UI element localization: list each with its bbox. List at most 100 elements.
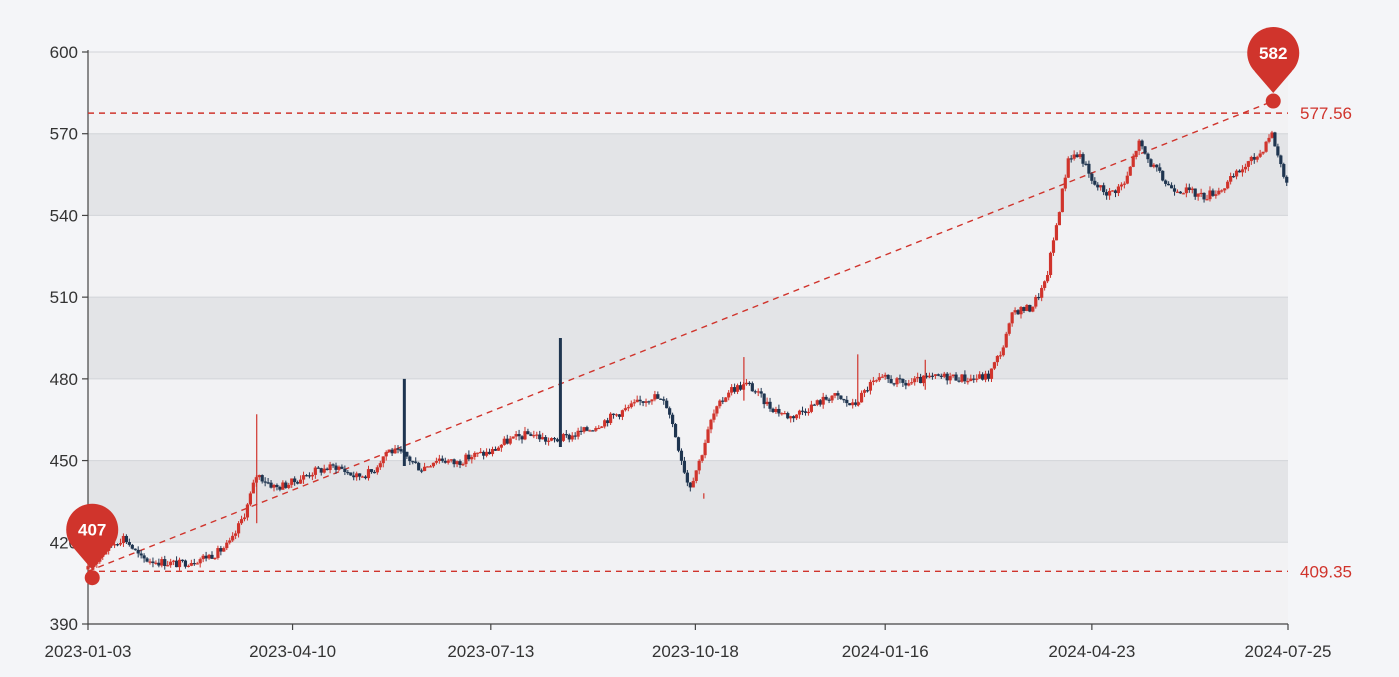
candle-body [653, 394, 657, 400]
candle-body [269, 482, 273, 488]
candle-body [390, 449, 394, 454]
x-tick-label: 2023-01-03 [45, 642, 132, 661]
candle-body [142, 555, 146, 559]
candle-body [195, 563, 199, 565]
candle-body [995, 356, 999, 363]
candle-body [236, 523, 241, 534]
candle-body [1107, 190, 1112, 196]
candle-body [718, 400, 722, 407]
candle-body [733, 387, 737, 392]
candle-body [792, 416, 796, 419]
candle-body [1146, 153, 1150, 160]
candle-body [635, 399, 639, 403]
candle-body [1025, 304, 1029, 311]
candle-body [972, 378, 976, 380]
candle-body [121, 535, 126, 544]
candle-body [1243, 166, 1247, 170]
candle-body [862, 390, 867, 393]
candle-body [461, 464, 465, 466]
x-tick-label: 2024-07-25 [1245, 642, 1332, 661]
candle-body [366, 469, 371, 479]
candle-body [479, 451, 483, 454]
candle-body [1246, 161, 1250, 167]
y-tick-label: 570 [50, 125, 78, 144]
candle-body [806, 411, 811, 414]
y-tick-label: 480 [50, 370, 78, 389]
candle-body [1102, 185, 1106, 193]
candle-body [408, 456, 412, 462]
candle-body [136, 549, 140, 554]
candle-body [482, 451, 486, 456]
reference-line-label: 409.35 [1300, 562, 1352, 581]
candle-body [1161, 170, 1165, 181]
candle-body [594, 428, 598, 431]
candle-body [520, 436, 524, 440]
candle-body [169, 561, 173, 566]
candle-body [697, 460, 701, 471]
marker-dot [1265, 93, 1281, 109]
candle-body [762, 393, 766, 405]
candle-body [473, 452, 477, 457]
candle-body [549, 438, 554, 441]
candle-body [620, 410, 625, 417]
candle-body [570, 435, 574, 440]
candle-body [936, 374, 940, 376]
candle-body [346, 472, 350, 474]
candle-body [546, 440, 551, 442]
candle-body [986, 373, 991, 379]
candle-body [257, 475, 261, 478]
candle-body [517, 434, 521, 437]
candle-body [278, 486, 282, 490]
candle-body [544, 437, 548, 442]
candle-body [960, 374, 964, 382]
candle-body [541, 437, 545, 440]
candle-body [833, 393, 837, 396]
candle-body [526, 431, 530, 435]
candle-body [352, 475, 356, 478]
candle-body [1175, 191, 1180, 193]
candle-body [313, 467, 317, 475]
candle-body [765, 401, 769, 405]
candle-body [789, 416, 793, 419]
candle-body [284, 482, 288, 488]
candle-body [579, 430, 583, 432]
candle-body [815, 400, 819, 405]
candle-body [564, 434, 568, 436]
candle-body [493, 449, 498, 451]
candle-body [1119, 184, 1123, 187]
candle-body [803, 411, 808, 413]
candle-body [981, 374, 985, 380]
candle-body [1258, 153, 1262, 157]
candle-body [845, 399, 849, 404]
candle-body [573, 435, 577, 437]
candle-body [1113, 190, 1118, 194]
candle-body [827, 399, 831, 401]
candle-body [234, 533, 238, 536]
candle-body [231, 535, 235, 541]
candle-body [839, 395, 843, 400]
candle-body [393, 448, 397, 454]
candle-body [239, 519, 244, 524]
candle-body [1164, 180, 1168, 184]
candle-body [812, 404, 816, 406]
candle-body [487, 451, 492, 455]
candle-body [706, 429, 710, 443]
candle-body [1273, 132, 1277, 147]
candle-body [334, 465, 338, 470]
candle-body [877, 377, 881, 381]
candle-body [1237, 170, 1242, 173]
candle-body [1087, 163, 1091, 174]
candle-body [585, 427, 589, 431]
candle-body [228, 540, 232, 543]
candle-body [1013, 310, 1017, 313]
candle-body [1208, 190, 1212, 200]
x-tick-label: 2023-10-18 [652, 642, 739, 661]
candle-body [290, 478, 294, 485]
candle-body [644, 401, 648, 403]
candle-body [523, 431, 527, 440]
candle-body [440, 458, 444, 461]
candle-body [1167, 183, 1171, 186]
x-tick-label: 2023-04-10 [249, 642, 336, 661]
candle-body [180, 559, 185, 561]
candle-body [381, 456, 385, 464]
